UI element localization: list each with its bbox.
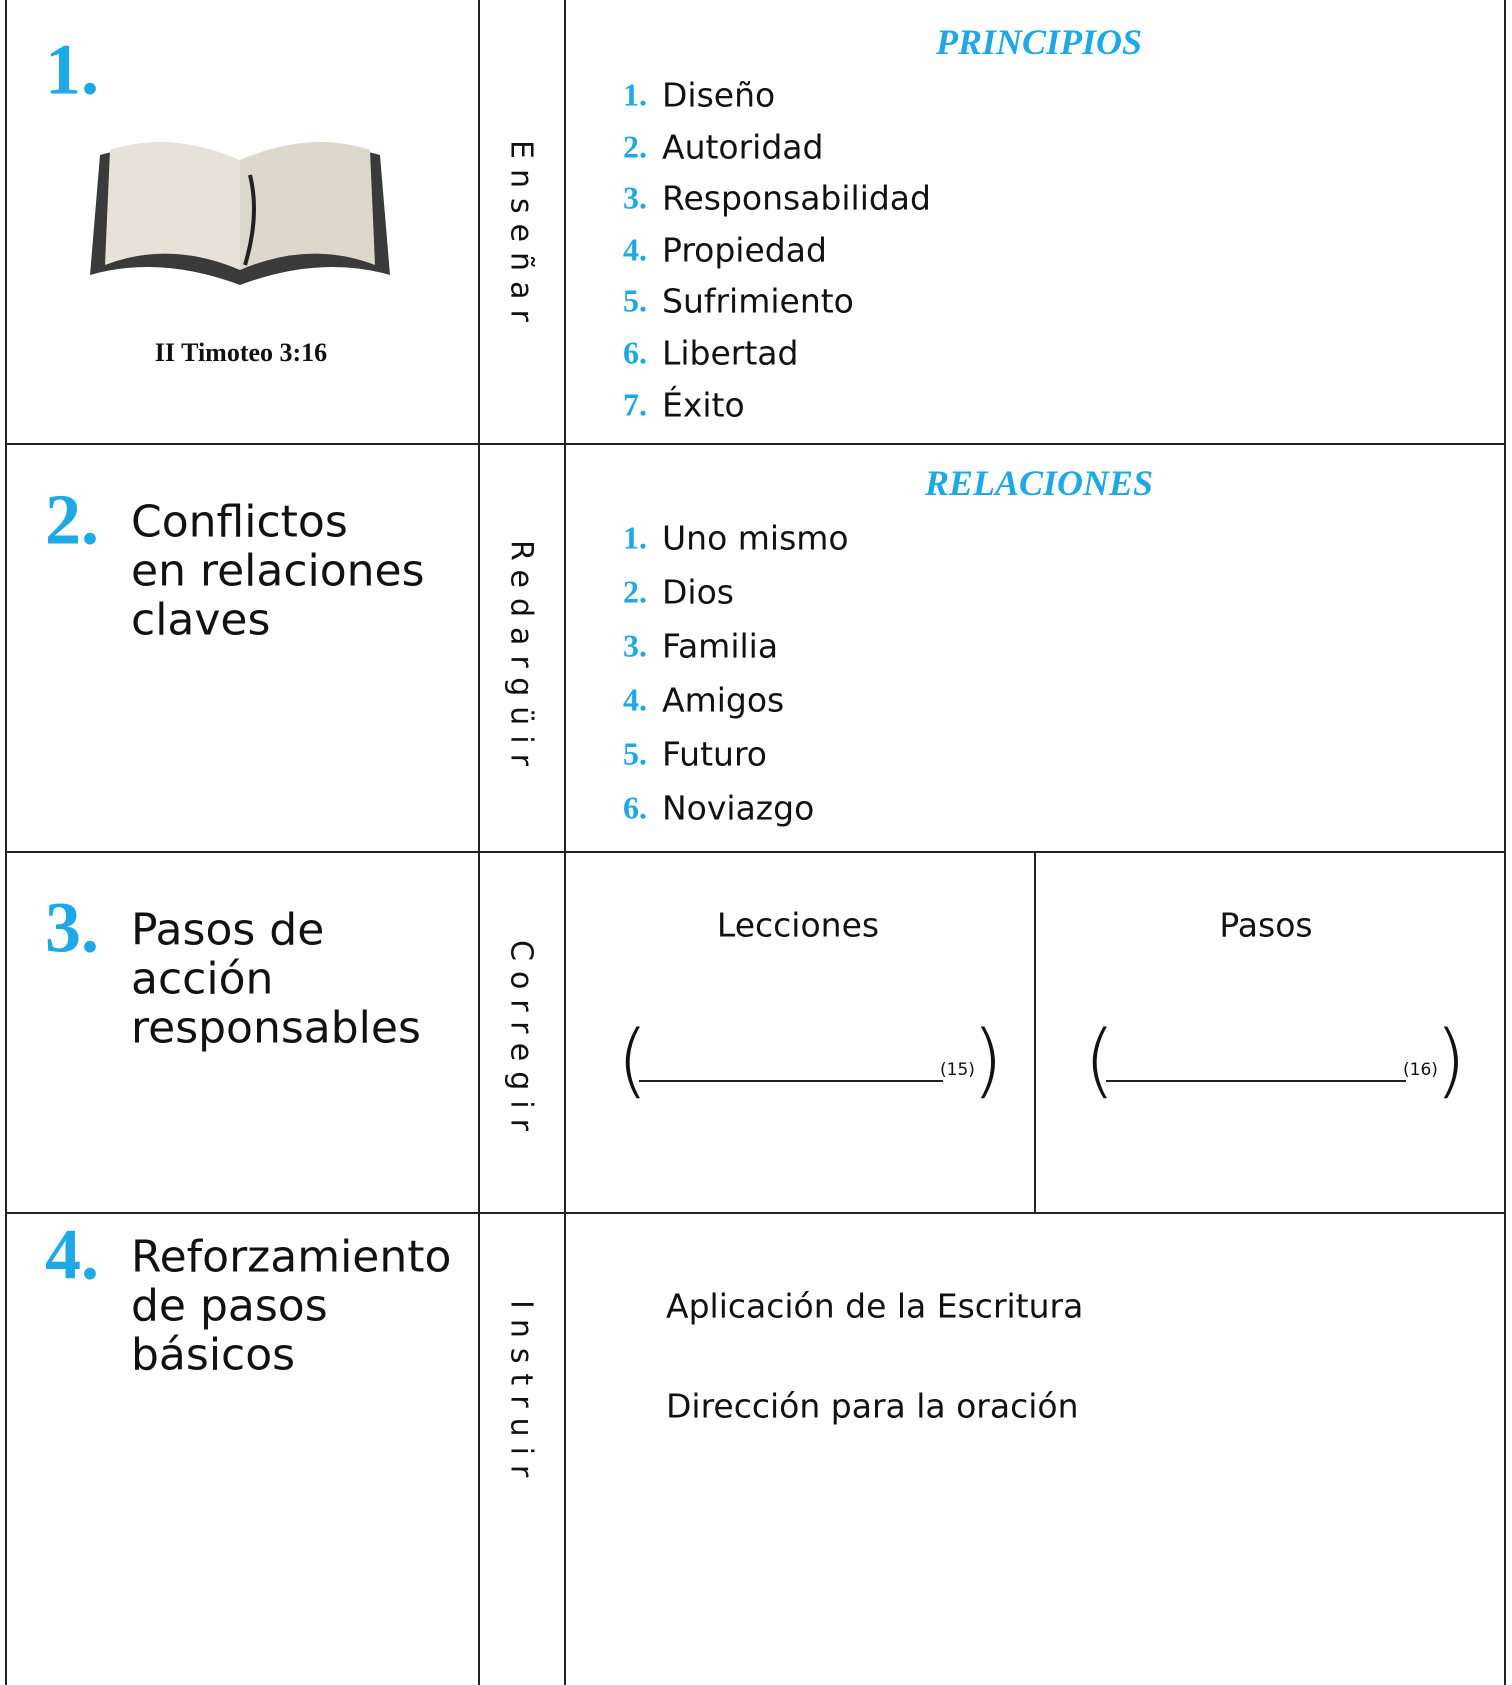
item-text: Futuro (662, 734, 767, 774)
item-text: Uno mismo (662, 518, 849, 558)
item-number: 5. (623, 735, 647, 772)
row-verb: Instruir (503, 1300, 539, 1488)
item-number: 5. (623, 282, 647, 319)
open-paren: ( (617, 1013, 649, 1107)
table-rule (564, 0, 566, 1685)
item-number: 4. (623, 681, 647, 718)
item-number: 3. (623, 627, 647, 664)
item-number: 7. (623, 386, 647, 423)
item-text: Familia (662, 626, 779, 666)
item-number: 6. (623, 334, 647, 371)
close-paren: ) (1435, 1013, 1467, 1107)
table-rule (1106, 1080, 1406, 1082)
row-verb: Redargüir (503, 540, 539, 776)
table-rule (5, 851, 1506, 853)
item-number: 1. (623, 76, 647, 113)
item-number: 2. (623, 573, 647, 610)
item-number: 6. (623, 789, 647, 826)
blank-note: (16) (1403, 1060, 1438, 1080)
column-heading: Lecciones (716, 905, 880, 945)
row-title: Conflictos (131, 496, 348, 548)
item-text: Diseño (662, 75, 776, 115)
row-verb: Corregir (503, 940, 539, 1141)
table-rule (1504, 0, 1506, 1685)
item-number: 3. (623, 179, 647, 216)
close-paren: ) (972, 1013, 1004, 1107)
item-text: Amigos (662, 680, 785, 720)
row-title: Pasos de (131, 904, 325, 956)
row-title: básicos (131, 1329, 296, 1381)
column-heading: Pasos (1219, 905, 1313, 945)
item-number: 1. (623, 519, 647, 556)
instruction-line: Dirección para la oración (666, 1386, 1079, 1426)
table-rule (1034, 851, 1036, 1212)
item-text: Responsabilidad (662, 178, 931, 218)
row-title: Reforzamiento (131, 1231, 452, 1283)
item-text: Libertad (662, 333, 799, 373)
item-text: Sufrimiento (662, 281, 854, 321)
caption: II Timoteo 3:16 (154, 338, 328, 367)
item-text: Dios (662, 572, 734, 612)
table-rule (5, 443, 1506, 445)
row-title: en relaciones (131, 545, 425, 597)
table-rule (639, 1080, 943, 1082)
section-heading: PRINCIPIOS (935, 22, 1143, 62)
row-number: 3. (45, 887, 99, 968)
item-number: 2. (623, 128, 647, 165)
item-text: Propiedad (662, 230, 827, 270)
table-rule (478, 0, 480, 1685)
item-text: Noviazgo (662, 788, 815, 828)
instruction-line: Aplicación de la Escritura (666, 1286, 1084, 1326)
table-rule (5, 1212, 1506, 1214)
row-verb: Enseñar (503, 140, 539, 332)
table-rule (5, 0, 7, 1685)
item-number: 4. (623, 231, 647, 268)
row-number: 2. (45, 479, 99, 560)
row-title: de pasos (131, 1280, 328, 1332)
row-title: claves (131, 594, 271, 646)
row-number: 4. (45, 1214, 99, 1295)
section-heading: RELACIONES (924, 463, 1154, 503)
open-paren: ( (1084, 1013, 1116, 1107)
row-title: acción (131, 953, 274, 1005)
row-title: responsables (131, 1002, 421, 1054)
blank-note: (15) (940, 1060, 975, 1080)
bible-image (90, 142, 390, 285)
item-text: Éxito (662, 385, 745, 425)
item-text: Autoridad (662, 127, 824, 167)
row-number: 1. (45, 29, 99, 110)
